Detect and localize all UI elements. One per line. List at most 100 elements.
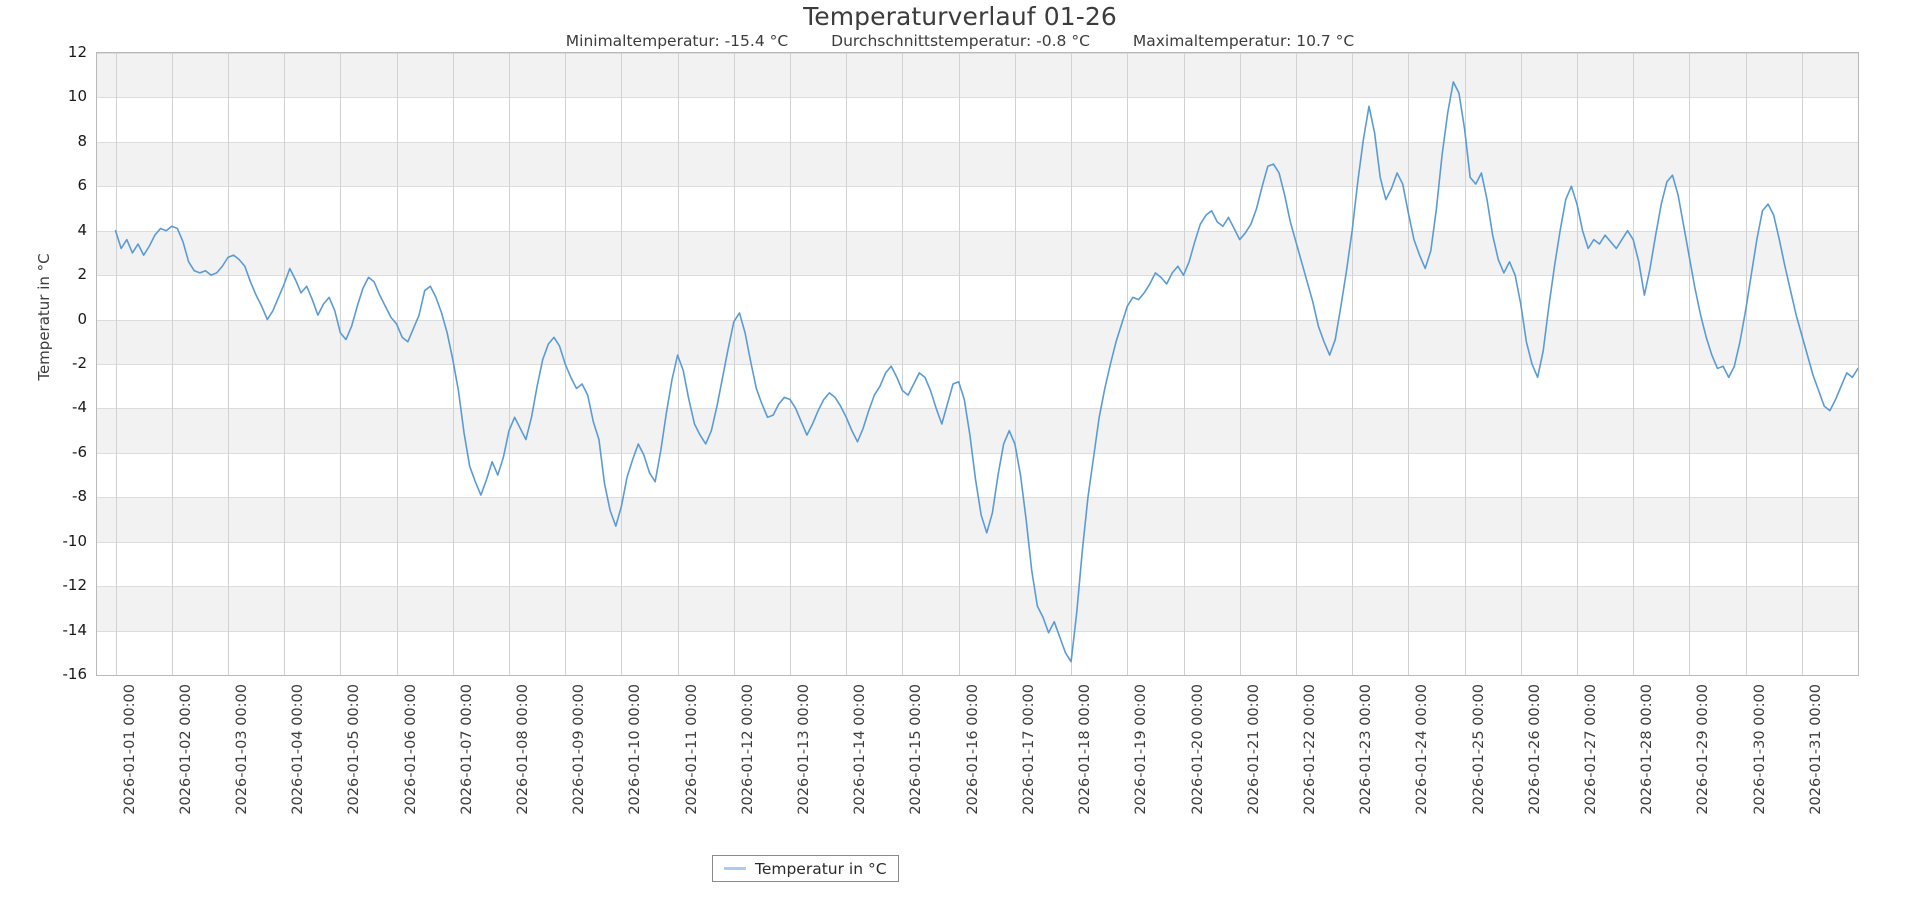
- x-axis-tick-label: 2026-01-27 00:00: [1582, 684, 1599, 815]
- gridline-horizontal: [97, 53, 1858, 54]
- gridline-vertical: [1633, 53, 1635, 675]
- x-axis-tick-label: 2026-01-15 00:00: [908, 684, 925, 815]
- gridline-horizontal: [97, 675, 1858, 676]
- gridline-vertical: [509, 53, 510, 675]
- gridline-horizontal: [97, 541, 1858, 543]
- x-axis-tick-label: 2026-01-09 00:00: [571, 684, 588, 815]
- x-axis-tick-label: 2026-01-03 00:00: [233, 684, 250, 815]
- gridline-horizontal: [97, 230, 1858, 232]
- x-axis-tick-label: 2026-01-20 00:00: [1189, 684, 1206, 815]
- gridline-vertical: [396, 53, 398, 675]
- x-axis-tick-label: 2026-01-26 00:00: [1526, 684, 1543, 815]
- x-axis-tick-label: 2026-01-12 00:00: [739, 684, 756, 815]
- x-axis-tick-label: 2026-01-29 00:00: [1695, 684, 1712, 815]
- gridline-vertical: [115, 53, 117, 675]
- axis-band: [97, 586, 1858, 631]
- x-axis-tick-label: 2026-01-14 00:00: [852, 684, 869, 815]
- gridline-horizontal: [97, 630, 1858, 632]
- gridline-vertical: [1520, 53, 1522, 675]
- y-axis-tick-label: 2: [77, 265, 87, 284]
- chart-stats-subtitle: Minimaltemperatur: -15.4 °C Durchschnitt…: [0, 32, 1920, 50]
- axis-band: [97, 141, 1858, 187]
- x-axis-tick-label: 2026-01-16 00:00: [964, 684, 981, 815]
- gridline-horizontal: [97, 319, 1858, 321]
- axis-band: [97, 497, 1858, 542]
- gridline-horizontal: [97, 97, 1858, 99]
- x-axis-tick-label: 2026-01-23 00:00: [1358, 684, 1375, 815]
- gridline-horizontal: [97, 452, 1858, 454]
- gridline-vertical: [677, 53, 679, 675]
- gridline-vertical: [1352, 53, 1354, 675]
- gridline-vertical: [902, 53, 904, 675]
- y-axis-tick-label: 4: [77, 220, 87, 239]
- gridline-vertical: [171, 53, 173, 675]
- legend-line-swatch: [724, 867, 746, 870]
- y-axis-tick-label: -16: [62, 665, 88, 683]
- x-axis-tick-label: 2026-01-10 00:00: [627, 684, 644, 815]
- gridline-vertical: [846, 53, 848, 675]
- series-line-layer: [114, 81, 1858, 663]
- gridline-vertical: [340, 53, 342, 675]
- x-axis-tick-label: 2026-01-22 00:00: [1301, 684, 1318, 815]
- y-axis-tick-label: 10: [67, 87, 87, 106]
- gridline-vertical: [1689, 53, 1691, 675]
- y-axis-tick-label: 8: [77, 131, 87, 150]
- x-axis-tick-label: 2026-01-07 00:00: [458, 684, 475, 815]
- x-axis-tick-label: 2026-01-21 00:00: [1245, 684, 1262, 815]
- gridline-vertical: [1183, 53, 1185, 675]
- x-axis-tick-label: 2026-01-31 00:00: [1807, 684, 1824, 815]
- x-axis-tick-label: 2026-01-11 00:00: [683, 684, 700, 815]
- y-axis-tick-label: -14: [62, 620, 88, 639]
- gridline-vertical: [1408, 53, 1410, 675]
- x-axis-tick-label: 2026-01-13 00:00: [796, 684, 813, 815]
- y-axis-tick-label: -12: [62, 576, 88, 595]
- gridline-horizontal: [97, 141, 1858, 143]
- gridline-horizontal: [97, 364, 1858, 365]
- x-axis-tick-label: 2026-01-25 00:00: [1470, 684, 1487, 815]
- x-axis-tick-label: 2026-01-17 00:00: [1020, 684, 1037, 815]
- x-axis-tick-label: 2026-01-04 00:00: [290, 684, 307, 815]
- x-axis-tick-label: 2026-01-18 00:00: [1077, 684, 1094, 815]
- gridline-horizontal: [97, 186, 1858, 188]
- gridline-vertical: [1745, 53, 1747, 675]
- axis-band: [97, 319, 1858, 364]
- page-title: Temperaturverlauf 01-26: [803, 2, 1117, 31]
- x-axis-tick-label: 2026-01-01 00:00: [121, 684, 138, 815]
- y-axis-tick-label: -6: [72, 442, 87, 461]
- legend-label: Temperatur in °C: [755, 859, 887, 878]
- gridline-vertical: [1014, 53, 1016, 675]
- y-axis-tick-label: 0: [77, 309, 87, 328]
- gridline-vertical: [1239, 53, 1241, 675]
- y-axis-tick-label: 6: [77, 176, 87, 195]
- gridline-horizontal: [97, 275, 1858, 277]
- x-axis-tick-label: 2026-01-24 00:00: [1414, 684, 1431, 815]
- gridline-vertical: [227, 53, 229, 675]
- gridline-vertical: [1801, 53, 1803, 675]
- gridline-vertical: [1464, 53, 1466, 675]
- plot-area: [96, 52, 1859, 676]
- axis-band: [97, 408, 1858, 453]
- gridline-vertical: [1071, 53, 1073, 675]
- gridline-vertical: [621, 53, 623, 675]
- gridline-vertical: [1576, 53, 1578, 675]
- gridline-vertical: [284, 53, 286, 675]
- y-axis-tick-label: 12: [67, 43, 87, 61]
- gridline-horizontal: [97, 586, 1858, 588]
- y-axis-tick-label: -2: [72, 354, 87, 372]
- y-axis-tick-label: -4: [72, 398, 87, 417]
- x-axis-tick-label: 2026-01-05 00:00: [346, 684, 363, 815]
- x-axis-tick-label: 2026-01-30 00:00: [1751, 684, 1768, 815]
- min-temperature-stat: Minimaltemperatur: -15.4 °C: [565, 32, 789, 50]
- gridline-horizontal: [97, 408, 1858, 410]
- max-temperature-stat: Maximaltemperatur: 10.7 °C: [1132, 32, 1355, 50]
- gridline-vertical: [790, 53, 792, 675]
- x-axis-tick-label: 2026-01-06 00:00: [402, 684, 419, 815]
- gridline-vertical: [1127, 53, 1129, 675]
- x-axis-tick-label: 2026-01-02 00:00: [177, 684, 194, 815]
- x-axis-tick-label: 2026-01-28 00:00: [1639, 684, 1656, 815]
- axis-band: [97, 230, 1858, 276]
- temperature-line: [114, 81, 1858, 663]
- y-axis-tick-label: -10: [62, 531, 88, 550]
- avg-temperature-stat: Durchschnittstemperatur: -0.8 °C: [831, 32, 1090, 50]
